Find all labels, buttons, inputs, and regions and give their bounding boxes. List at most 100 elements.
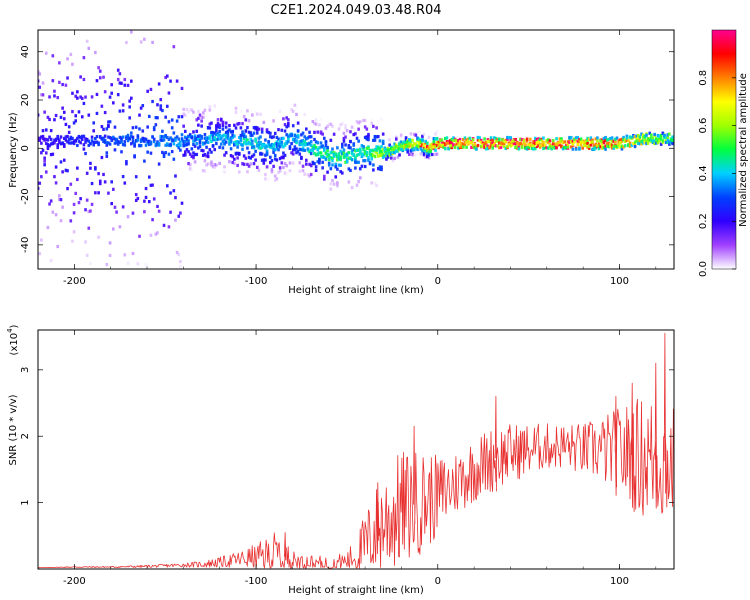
- heatmap-cell: [44, 128, 48, 132]
- heatmap-cell: [228, 142, 231, 146]
- heatmap-cell: [367, 156, 370, 160]
- heatmap-cell: [363, 159, 367, 163]
- heatmap-cell: [162, 138, 166, 142]
- heatmap-cell: [180, 201, 184, 205]
- heatmap-cell: [494, 136, 498, 141]
- heatmap-cell: [457, 144, 460, 148]
- heatmap-cell: [237, 121, 241, 126]
- heatmap-cell: [308, 162, 311, 166]
- heatmap-cell: [44, 170, 48, 174]
- heatmap-cell: [334, 165, 338, 169]
- colorbar-label: Normalized spectral amplitude: [738, 73, 749, 227]
- heatmap-cell: [43, 110, 46, 114]
- heatmap-cell: [85, 171, 89, 175]
- heatmap-cell: [123, 181, 127, 185]
- heatmap-cell: [175, 250, 179, 255]
- heatmap-cell: [372, 118, 375, 122]
- heatmap-cell: [417, 137, 421, 141]
- heatmap-cell: [123, 143, 127, 147]
- heatmap-cell: [411, 144, 414, 148]
- heatmap-cell: [188, 163, 192, 167]
- snr-x-tick-label: 100: [610, 576, 629, 587]
- heatmap-cell: [136, 262, 140, 266]
- heatmap-cell: [44, 137, 48, 142]
- heatmap-cell: [38, 113, 40, 117]
- heatmap-cell: [193, 152, 197, 157]
- heatmap-cell: [460, 145, 463, 149]
- heatmap-cell: [622, 138, 625, 142]
- heatmap-cell: [308, 135, 311, 139]
- heatmap-cell: [350, 149, 354, 153]
- heatmap-cell: [625, 134, 629, 138]
- heatmap-cell: [46, 115, 50, 119]
- heatmap-cell: [94, 140, 97, 144]
- colorbar-tick-label: 0.2: [698, 213, 709, 229]
- heatmap-cell: [211, 144, 215, 148]
- heatmap-cell: [59, 198, 63, 202]
- heatmap-cell: [607, 137, 611, 141]
- heatmap-cell: [380, 117, 383, 121]
- heatmap-cell: [381, 153, 385, 157]
- heatmap-cell: [82, 101, 86, 106]
- heatmap-cell: [309, 151, 313, 156]
- heatmap-cell: [345, 157, 349, 162]
- heatmap-cell: [107, 120, 110, 124]
- heatmap-cell: [121, 135, 125, 139]
- heatmap-cell: [481, 141, 485, 145]
- heatmap-cell: [273, 153, 277, 158]
- heatmap-cell: [563, 145, 567, 150]
- heatmap-cell: [352, 132, 356, 137]
- heatmap-cell: [280, 161, 284, 165]
- heatmap-cell: [249, 142, 253, 146]
- heatmap-cell: [637, 141, 640, 146]
- heatmap-cell: [244, 129, 248, 133]
- heatmap-cell: [601, 143, 604, 147]
- heatmap-cell: [175, 135, 179, 139]
- heatmap-cell: [242, 132, 246, 137]
- heatmap-cell: [375, 183, 378, 188]
- svg-text:(x104): (x104): [6, 324, 20, 355]
- heatmap-cell: [275, 158, 279, 162]
- heatmap-cell: [481, 144, 485, 148]
- heatmap-cell: [486, 144, 490, 148]
- heatmap-cell: [489, 141, 493, 145]
- heatmap-cell: [545, 146, 549, 150]
- heatmap-cell: [80, 115, 84, 119]
- heatmap-cell: [324, 143, 328, 148]
- heatmap-cell: [188, 133, 192, 137]
- heatmap-cell: [666, 136, 670, 140]
- heatmap-cell: [239, 133, 243, 138]
- heatmap-cell: [275, 177, 279, 181]
- heatmap-cell: [373, 147, 377, 152]
- heatmap-cell: [305, 158, 308, 162]
- heatmap-cell: [291, 137, 295, 141]
- heatmap-cell: [134, 125, 138, 129]
- heatmap-cell: [358, 147, 362, 152]
- heatmap-cell: [53, 141, 56, 145]
- heatmap-cell: [301, 139, 305, 143]
- heatmap-cell: [123, 253, 127, 257]
- heatmap-cell: [350, 125, 354, 129]
- heatmap-cell: [177, 253, 181, 257]
- heatmap-cell: [442, 143, 445, 148]
- heatmap-cell: [404, 147, 408, 151]
- heatmap-cell: [288, 169, 292, 173]
- heatmap-cell: [203, 169, 207, 173]
- heatmap-cell: [637, 139, 640, 143]
- heatmap-cell: [462, 142, 465, 147]
- heatmap-cell: [48, 135, 51, 139]
- heatmap-cell: [535, 140, 539, 145]
- heatmap-cell: [108, 136, 112, 140]
- heatmap-cell: [409, 139, 413, 143]
- heatmap-cell: [229, 139, 233, 143]
- heatmap-cell: [215, 141, 218, 146]
- heatmap-cell: [277, 137, 280, 141]
- heatmap-cell: [435, 140, 439, 145]
- heatmap-cell: [164, 115, 167, 119]
- heatmap-cell: [282, 145, 285, 149]
- heatmap-cell: [619, 141, 622, 145]
- heatmap-cell: [363, 151, 367, 155]
- heatmap-cell: [380, 167, 383, 172]
- snr-x-tick-label: 0: [435, 576, 441, 587]
- heatmap-cell: [435, 130, 439, 134]
